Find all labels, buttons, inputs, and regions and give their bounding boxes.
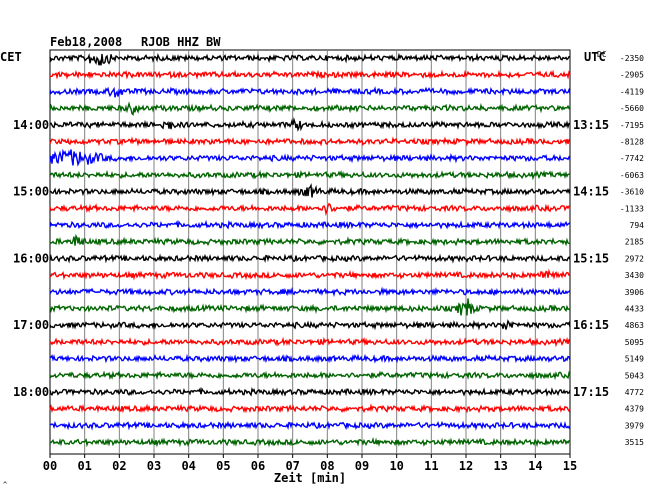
dc-offset-label: -4119 (620, 87, 644, 96)
x-tick-label: 12 (459, 459, 473, 473)
dc-offset-label: -2350 (620, 54, 644, 63)
x-tick-label: 09 (355, 459, 369, 473)
x-tick-label: 14 (528, 459, 542, 473)
dc-offset-label: -8128 (620, 138, 644, 147)
seismogram-trace (49, 336, 571, 348)
seismogram-trace (49, 437, 570, 448)
cet-zone-label: CET (0, 50, 22, 64)
dc-offset-label: -6063 (620, 171, 644, 180)
dc-offset-label: 3515 (625, 438, 644, 447)
x-tick-label: 10 (389, 459, 403, 473)
date-label: Feb18,2008 (50, 35, 122, 49)
utc-time-label: 17:15 (573, 385, 609, 399)
seismogram-trace (49, 268, 571, 281)
seismogram-trace (49, 298, 571, 316)
dc-header-label: DC (597, 50, 607, 59)
dc-offset-label: 5043 (625, 371, 644, 380)
dc-offset-label: 3430 (625, 271, 644, 280)
plot-frame (49, 49, 571, 455)
seismogram-trace (49, 319, 571, 331)
dc-offset-labels: -2350 -2905 -4119 -5660 -7195 -8128 -7742 -6063… (620, 54, 644, 447)
seismogram-trace (49, 69, 571, 80)
corner-mark: ^ (3, 481, 7, 489)
x-tick-label: 02 (112, 459, 126, 473)
seismogram-trace (49, 219, 571, 230)
dc-offset-label: 4863 (625, 321, 644, 330)
seismogram-trace (49, 101, 571, 116)
seismogram-trace (49, 169, 571, 181)
cet-time-label: 15:00 (13, 185, 49, 199)
x-tick-label: 00 (43, 459, 57, 473)
cet-time-label: 18:00 (13, 385, 49, 399)
cet-time-label: 17:00 (13, 318, 49, 332)
seismogram-trace (49, 136, 571, 147)
seismogram-trace (49, 353, 571, 364)
dc-offset-label: -2905 (620, 71, 644, 80)
x-tick-label: 05 (216, 459, 230, 473)
cet-time-label: 14:00 (13, 118, 49, 132)
x-tick-label: 03 (147, 459, 161, 473)
dc-offset-label: -3610 (620, 188, 644, 197)
minute-grid (84, 50, 536, 454)
utc-time-label: 15:15 (573, 251, 609, 265)
cet-time-label: 16:00 (13, 251, 49, 265)
x-tick-label: 11 (424, 459, 438, 473)
seismogram-trace (49, 420, 571, 431)
seismogram-trace (49, 116, 570, 132)
x-tick-label: 01 (77, 459, 91, 473)
utc-time-labels: 13:15 14:15 15:15 16:15 17:15 (573, 118, 609, 399)
dc-offset-label: 5095 (625, 338, 644, 347)
dc-offset-label: 2185 (625, 238, 644, 247)
dc-offset-label: 4772 (625, 388, 644, 397)
dc-offset-label: -1133 (620, 204, 644, 213)
dc-offset-label: 4379 (625, 405, 644, 414)
seismogram-trace (49, 403, 571, 414)
cet-time-labels: 14:00 15:00 16:00 17:00 18:00 (13, 118, 49, 399)
dc-offset-label: 4433 (625, 305, 644, 314)
seismogram-trace (49, 52, 571, 66)
dc-offset-label: 2972 (625, 254, 644, 263)
seismogram-trace (49, 202, 571, 217)
seismogram-trace (49, 148, 571, 167)
utc-zone-label: UTC (584, 50, 606, 64)
seismogram-trace (49, 370, 571, 381)
seismogram-trace (49, 386, 571, 397)
dc-offset-label: 3979 (625, 421, 644, 430)
x-axis-ticks: 00 01 02 03 04 05 06 07 08 09 10 11 12 13 14 15 (43, 454, 577, 473)
x-tick-label: 04 (181, 459, 195, 473)
x-tick-label: 13 (493, 459, 507, 473)
seismogram-trace (49, 253, 571, 264)
x-axis-label: Zeit [min] (274, 471, 346, 485)
dc-offset-label: 3906 (625, 288, 644, 297)
dc-offset-label: 794 (630, 221, 645, 230)
x-tick-label: 06 (251, 459, 265, 473)
utc-time-label: 16:15 (573, 318, 609, 332)
dc-offset-label: 5149 (625, 355, 644, 364)
seismogram-trace (49, 286, 571, 298)
dc-offset-label: -7742 (620, 154, 644, 163)
x-tick-label: 15 (563, 459, 577, 473)
seismogram-trace (49, 182, 571, 198)
seismogram-trace (49, 86, 571, 98)
seismogram-trace (49, 233, 571, 247)
utc-time-label: 13:15 (573, 118, 609, 132)
x-tick-label: 07 (285, 459, 299, 473)
dc-offset-label: -7195 (620, 121, 644, 130)
dc-offset-label: -5660 (620, 104, 644, 113)
utc-time-label: 14:15 (573, 185, 609, 199)
station-label: RJOB HHZ BW (141, 35, 221, 49)
x-tick-label: 08 (320, 459, 334, 473)
seismogram-traces (49, 52, 571, 448)
